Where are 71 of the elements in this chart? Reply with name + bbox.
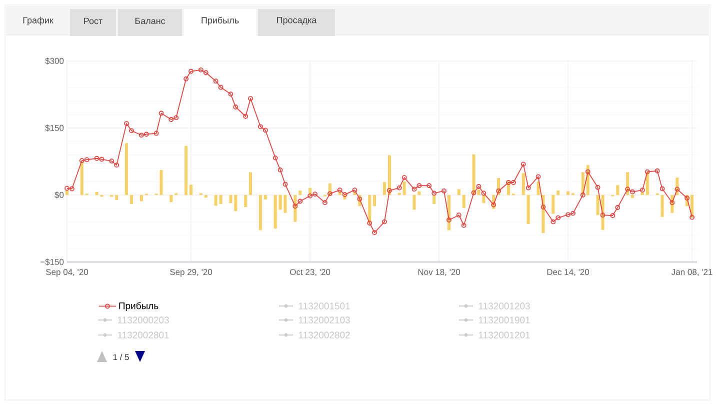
text: 1132002801 <box>118 332 169 338</box>
text: Баланс <box>135 18 166 24</box>
x-tick-label: Nov 18, '20 <box>418 269 460 276</box>
bar <box>249 172 252 195</box>
x-tick-label: Dec 14, '20 <box>547 269 590 276</box>
bar <box>264 195 267 200</box>
bar <box>184 146 188 195</box>
text: Просадка <box>277 16 317 26</box>
bar <box>115 195 118 200</box>
x-tick-label: Sep 04, '20 <box>46 269 88 277</box>
bar <box>258 195 262 230</box>
bar <box>482 195 486 204</box>
bar <box>80 162 84 195</box>
bar <box>382 182 386 195</box>
text: 1132002103 <box>298 316 350 324</box>
bar <box>160 170 163 195</box>
bar <box>526 195 530 224</box>
text: 1132001501 <box>298 302 350 310</box>
bar <box>130 195 133 204</box>
bar <box>388 155 391 195</box>
text: 1132001201 <box>478 332 530 338</box>
bar <box>214 195 218 206</box>
bar <box>462 195 466 208</box>
text: Прибыль <box>202 16 239 26</box>
bar <box>368 195 372 224</box>
text: 1 / 5 <box>113 354 129 360</box>
bar <box>646 172 649 195</box>
y-tick-label: $300 <box>45 58 64 64</box>
bar <box>418 191 421 195</box>
x-tick-label: Sep 29, '20 <box>170 269 212 277</box>
text: 1132002802 <box>298 332 350 338</box>
bar <box>278 195 282 210</box>
bar <box>402 182 406 195</box>
bar <box>274 195 277 228</box>
bar <box>125 143 128 195</box>
text: Рост <box>84 18 102 24</box>
x-tick-label: Jan 08, '21 <box>672 269 712 276</box>
bar <box>190 184 193 195</box>
bar <box>204 195 208 198</box>
bar <box>298 190 302 195</box>
legend-label: Прибыль <box>119 302 158 312</box>
bar <box>522 173 525 195</box>
bar <box>412 195 416 210</box>
bar <box>140 195 143 202</box>
bar <box>640 192 644 195</box>
bar <box>170 195 173 202</box>
bar <box>660 195 664 217</box>
y-tick-label: $150 <box>45 124 64 132</box>
bar <box>234 195 238 212</box>
bar <box>556 190 560 195</box>
bar <box>244 195 248 208</box>
text: 1132000203 <box>118 316 169 324</box>
y-tick-label: −$150 <box>40 258 64 266</box>
bar <box>229 195 232 204</box>
bar <box>596 195 600 216</box>
bar <box>95 192 98 195</box>
bar <box>566 191 570 195</box>
bar <box>552 195 555 214</box>
bar <box>631 195 634 198</box>
x-tick-label: Oct 23, '20 <box>290 269 330 276</box>
y-tick-label: $0 <box>54 192 64 198</box>
bar <box>373 195 376 206</box>
text: 1132001901 <box>478 316 530 324</box>
text: График <box>23 16 54 26</box>
bar <box>616 185 620 195</box>
bar <box>432 195 436 204</box>
bar <box>66 190 68 195</box>
text: 1132001203 <box>478 302 530 310</box>
bar <box>284 195 287 213</box>
bar <box>219 195 222 204</box>
bar <box>457 189 460 195</box>
